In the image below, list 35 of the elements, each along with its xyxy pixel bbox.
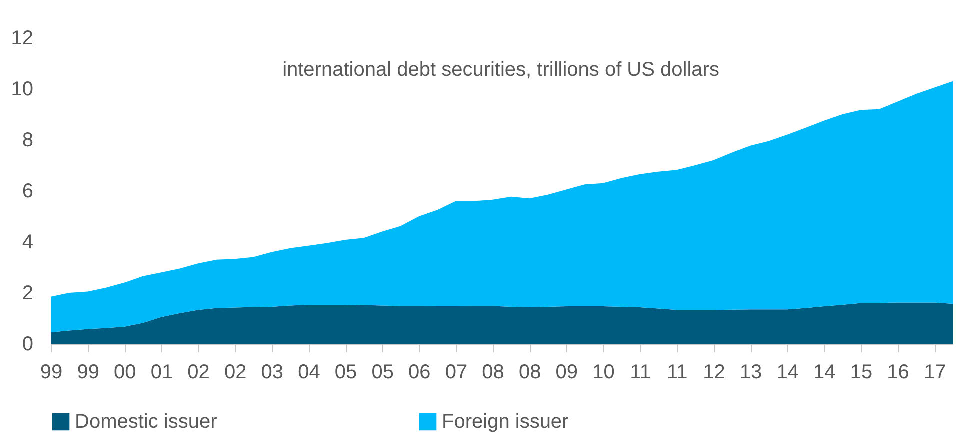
x-tick-label: 16 xyxy=(887,362,910,384)
y-tick-label: 6 xyxy=(22,180,34,202)
y-tick-label: 4 xyxy=(22,232,34,254)
x-tick-label: 10 xyxy=(592,362,615,384)
y-tick-label: 0 xyxy=(22,334,34,356)
x-tick-label: 12 xyxy=(703,362,726,384)
x-tick-label: 09 xyxy=(556,362,578,384)
x-tick-label: 14 xyxy=(776,362,799,384)
x-tick-label: 02 xyxy=(224,362,247,384)
x-tick-label: 08 xyxy=(518,362,542,384)
x-tick-label: 05 xyxy=(372,362,394,384)
x-tick-label: 99 xyxy=(40,362,63,384)
x-tick-label: 00 xyxy=(114,362,136,384)
y-tick-label: 2 xyxy=(22,282,34,304)
x-tick-label: 17 xyxy=(924,362,946,384)
text: international debt securities, trillions of US dollars xyxy=(282,59,720,81)
legend-label: Domestic issuer xyxy=(75,411,218,433)
x-tick-label: 15 xyxy=(850,362,873,384)
x-tick-label: 02 xyxy=(188,362,210,384)
x-tick-label: 14 xyxy=(814,362,836,384)
x-tick-label: 03 xyxy=(261,362,284,384)
x-tick-label: 07 xyxy=(445,362,468,384)
x-tick-label: 08 xyxy=(482,362,504,384)
x-tick-label: 99 xyxy=(77,362,100,384)
x-tick-label: 05 xyxy=(334,362,358,384)
x-tick-label: 04 xyxy=(298,362,320,384)
x-tick-label: 01 xyxy=(150,362,174,384)
y-tick-label: 8 xyxy=(22,130,34,152)
x-tick-label: 11 xyxy=(666,362,688,384)
y-tick-label: 12 xyxy=(11,28,34,50)
legend-label: Foreign issuer xyxy=(442,411,570,433)
y-tick-label: 10 xyxy=(11,78,34,100)
x-tick-label: 11 xyxy=(630,362,651,384)
x-tick-label: 06 xyxy=(408,362,431,384)
x-tick-label: 13 xyxy=(740,362,762,384)
